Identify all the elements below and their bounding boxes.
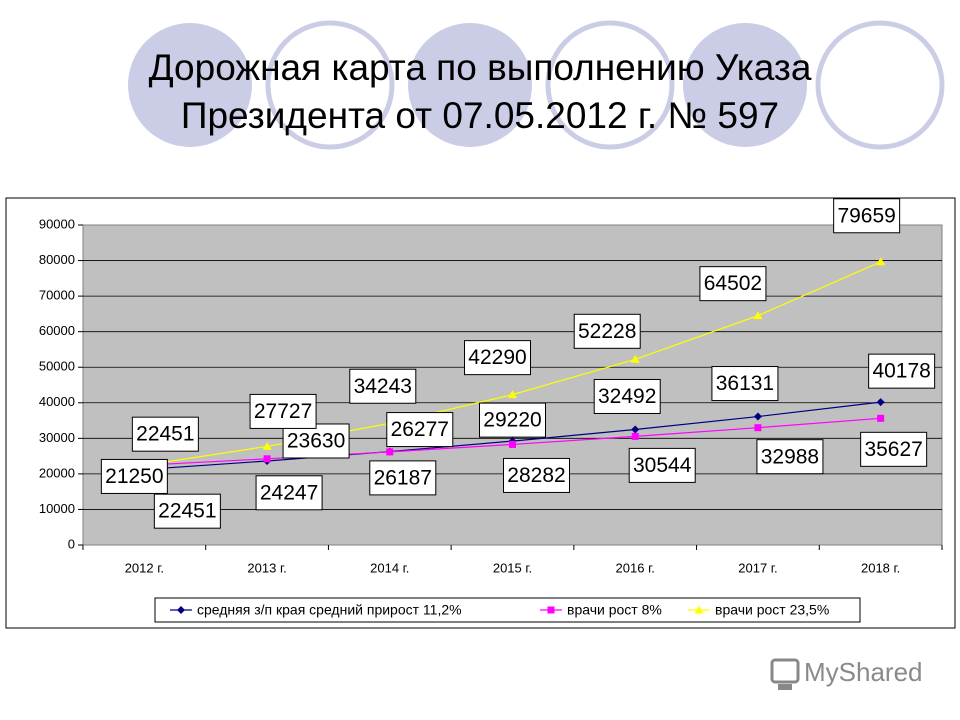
data-label-box <box>573 313 641 349</box>
marker <box>876 257 886 266</box>
x-tick-label: 2013 г. <box>247 560 286 575</box>
marker <box>386 448 394 456</box>
y-tick-label: 60000 <box>39 323 75 338</box>
data-label-box <box>249 393 317 429</box>
data-label-box <box>255 475 323 511</box>
marker <box>630 354 640 363</box>
data-label-box <box>131 416 199 452</box>
legend-label: врачи рост 23,5% <box>715 602 829 618</box>
deco-circle <box>128 23 252 147</box>
icon-frame <box>770 658 800 684</box>
x-tick-label: 2015 г. <box>493 560 532 575</box>
legend-label: врачи рост 8% <box>567 602 662 618</box>
y-tick-label: 10000 <box>39 501 75 516</box>
marker <box>876 398 885 407</box>
data-label: 34243 <box>354 375 412 398</box>
data-label: 27727 <box>254 400 312 423</box>
y-tick-label: 80000 <box>39 252 75 267</box>
data-label-box <box>711 366 779 402</box>
legend-marker <box>177 606 185 614</box>
legend <box>154 597 861 623</box>
data-label-box <box>282 423 350 459</box>
data-label: 21250 <box>105 465 163 488</box>
data-label: 40178 <box>872 360 930 383</box>
data-label: 64502 <box>704 272 762 295</box>
marker <box>754 424 762 432</box>
y-tick-label: 90000 <box>39 216 75 231</box>
y-tick-label: 0 <box>68 536 75 551</box>
data-label-box <box>756 439 824 475</box>
y-tick-label: 30000 <box>39 430 75 445</box>
data-label-box <box>860 431 928 467</box>
icon-stand <box>778 684 792 690</box>
data-label-box <box>593 378 661 414</box>
marker <box>631 432 639 440</box>
marker <box>508 390 517 399</box>
data-label: 32988 <box>761 445 819 468</box>
y-tick-label: 20000 <box>39 465 75 480</box>
data-label-box <box>699 266 767 302</box>
deco-circle <box>545 20 675 150</box>
data-label: 29220 <box>483 409 541 432</box>
x-tick-label: 2014 г. <box>370 560 409 575</box>
data-label-box <box>503 457 570 493</box>
marker <box>263 455 271 463</box>
data-label: 23630 <box>287 430 345 453</box>
y-tick-label: 40000 <box>39 394 75 409</box>
chart-title: Дорожная карта по выполнению Указа <box>149 47 812 88</box>
watermark: MyShared <box>804 657 923 687</box>
legend-marker <box>694 605 704 614</box>
data-label: 52228 <box>578 320 636 343</box>
data-label: 22451 <box>158 500 216 523</box>
data-label: 35627 <box>864 438 922 461</box>
data-label-box <box>868 353 936 389</box>
x-tick-label: 2016 г. <box>616 560 655 575</box>
marker <box>262 441 272 450</box>
x-tick-label: 2012 г. <box>125 560 164 575</box>
decoration <box>128 20 945 150</box>
data-label-box <box>464 340 531 376</box>
data-label: 30544 <box>633 454 692 477</box>
marker <box>753 311 763 320</box>
data-label-box <box>386 412 454 448</box>
deco-circle <box>683 23 807 147</box>
data-label-box <box>479 402 546 438</box>
data-label-box <box>349 368 417 404</box>
data-label: 79659 <box>837 204 895 227</box>
y-tick-label: 70000 <box>39 288 75 303</box>
data-label: 26187 <box>374 466 432 489</box>
y-tick-label: 50000 <box>39 359 75 374</box>
data-label-box <box>369 460 437 496</box>
data-label-box <box>628 447 696 483</box>
x-tick-label: 2017 г. <box>738 560 777 575</box>
marker <box>509 440 516 448</box>
deco-circle <box>265 20 395 150</box>
data-label: 42290 <box>468 346 526 369</box>
marker <box>877 414 885 422</box>
watermark-icon <box>770 658 800 690</box>
data-label-box <box>833 198 901 234</box>
data-label-box <box>100 458 168 494</box>
data-label-box <box>153 493 221 529</box>
legend-label: средняя з/п края средний прирост 11,2% <box>197 602 462 618</box>
data-label: 24247 <box>260 481 318 504</box>
data-label: 28282 <box>507 464 565 487</box>
marker <box>753 412 762 421</box>
data-label: 26277 <box>391 418 449 441</box>
marker <box>631 425 640 434</box>
data-label: 22451 <box>136 423 194 446</box>
deco-circle <box>815 20 945 150</box>
legend-marker <box>547 606 555 614</box>
x-tick-label: 2018 г. <box>861 560 900 575</box>
chart-title: Президента от 07.05.2012 г. № 597 <box>181 95 779 136</box>
deco-circle <box>408 23 532 147</box>
data-label: 36131 <box>716 372 774 395</box>
data-label: 32492 <box>598 385 656 408</box>
